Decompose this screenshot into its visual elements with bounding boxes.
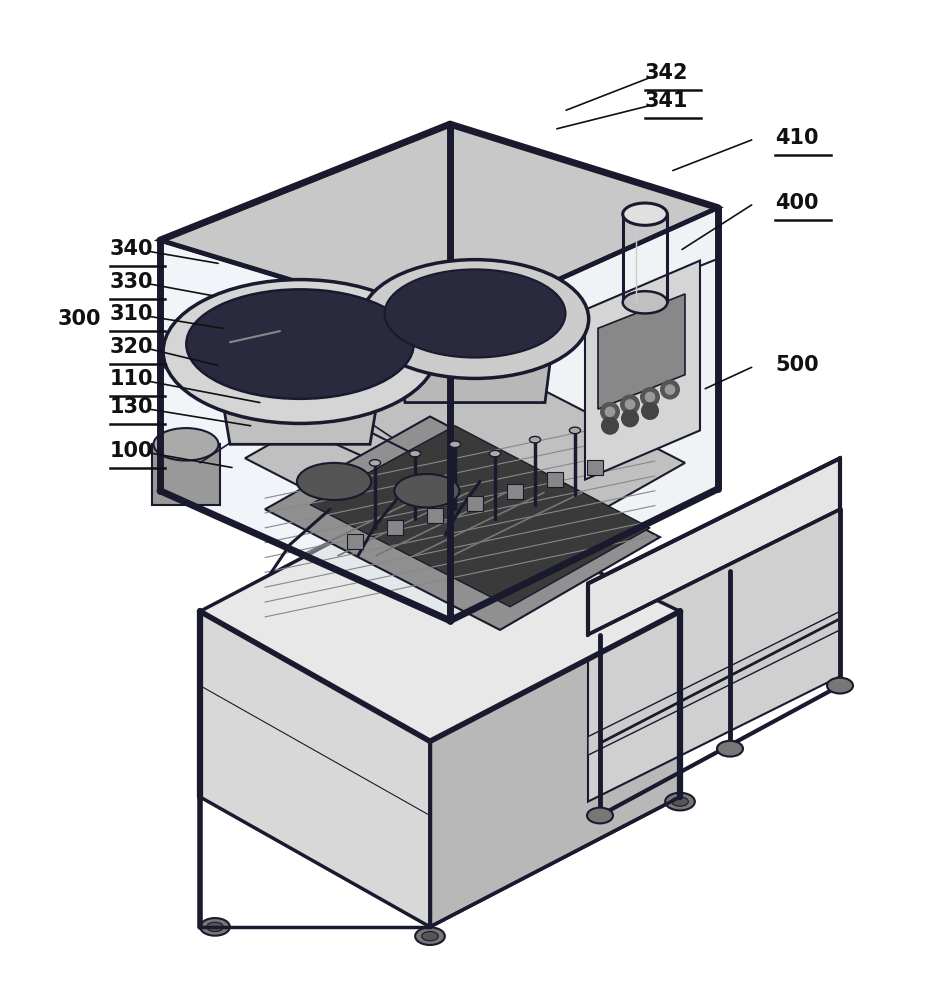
Text: 341: 341 bbox=[644, 91, 688, 111]
Circle shape bbox=[620, 395, 639, 414]
Ellipse shape bbox=[297, 463, 371, 500]
Polygon shape bbox=[387, 520, 402, 535]
Ellipse shape bbox=[200, 918, 230, 936]
Ellipse shape bbox=[569, 427, 580, 434]
Polygon shape bbox=[506, 484, 523, 499]
Circle shape bbox=[625, 400, 634, 409]
Ellipse shape bbox=[153, 428, 218, 461]
Polygon shape bbox=[347, 534, 362, 549]
Text: 340: 340 bbox=[109, 239, 153, 259]
Text: 320: 320 bbox=[109, 337, 153, 357]
Circle shape bbox=[644, 392, 654, 402]
Circle shape bbox=[601, 417, 617, 434]
Text: 342: 342 bbox=[644, 63, 688, 83]
Ellipse shape bbox=[622, 291, 667, 313]
Circle shape bbox=[600, 403, 618, 421]
Ellipse shape bbox=[369, 460, 380, 466]
Ellipse shape bbox=[361, 260, 588, 378]
Polygon shape bbox=[265, 416, 659, 630]
Polygon shape bbox=[310, 426, 649, 607]
Ellipse shape bbox=[665, 793, 694, 810]
Text: 100: 100 bbox=[109, 441, 153, 461]
Polygon shape bbox=[588, 611, 839, 755]
Polygon shape bbox=[466, 496, 482, 511]
Ellipse shape bbox=[622, 203, 667, 225]
Text: 500: 500 bbox=[774, 355, 818, 375]
Ellipse shape bbox=[409, 450, 420, 457]
Polygon shape bbox=[200, 611, 429, 927]
Ellipse shape bbox=[384, 269, 565, 358]
Circle shape bbox=[621, 410, 638, 427]
Text: 130: 130 bbox=[109, 397, 153, 417]
Polygon shape bbox=[200, 491, 679, 741]
Text: 330: 330 bbox=[109, 272, 153, 292]
Polygon shape bbox=[215, 356, 385, 444]
Ellipse shape bbox=[489, 450, 500, 457]
Ellipse shape bbox=[826, 678, 852, 693]
Text: 410: 410 bbox=[774, 128, 818, 148]
Polygon shape bbox=[584, 261, 699, 480]
Circle shape bbox=[640, 388, 658, 406]
Ellipse shape bbox=[207, 922, 223, 932]
Polygon shape bbox=[245, 342, 684, 579]
Ellipse shape bbox=[394, 474, 459, 507]
Text: 400: 400 bbox=[774, 193, 818, 213]
Circle shape bbox=[604, 407, 614, 416]
Ellipse shape bbox=[671, 797, 688, 806]
Circle shape bbox=[641, 403, 657, 419]
Text: 110: 110 bbox=[109, 369, 153, 389]
Polygon shape bbox=[588, 458, 839, 635]
Polygon shape bbox=[597, 294, 684, 409]
Polygon shape bbox=[159, 240, 450, 621]
Polygon shape bbox=[587, 460, 603, 475]
Polygon shape bbox=[395, 324, 554, 403]
Ellipse shape bbox=[587, 808, 613, 823]
Text: 310: 310 bbox=[109, 304, 153, 324]
Text: 300: 300 bbox=[57, 309, 101, 329]
Polygon shape bbox=[588, 509, 839, 802]
Polygon shape bbox=[450, 208, 717, 621]
Ellipse shape bbox=[717, 741, 743, 757]
Ellipse shape bbox=[449, 441, 460, 448]
Circle shape bbox=[665, 385, 674, 394]
Polygon shape bbox=[546, 472, 563, 487]
Ellipse shape bbox=[529, 436, 540, 443]
Circle shape bbox=[660, 380, 679, 399]
Ellipse shape bbox=[414, 927, 444, 945]
Polygon shape bbox=[429, 611, 679, 927]
Ellipse shape bbox=[163, 280, 437, 423]
Ellipse shape bbox=[421, 932, 438, 941]
Polygon shape bbox=[159, 124, 717, 328]
Ellipse shape bbox=[186, 289, 413, 399]
Polygon shape bbox=[152, 444, 220, 505]
Polygon shape bbox=[426, 508, 442, 523]
